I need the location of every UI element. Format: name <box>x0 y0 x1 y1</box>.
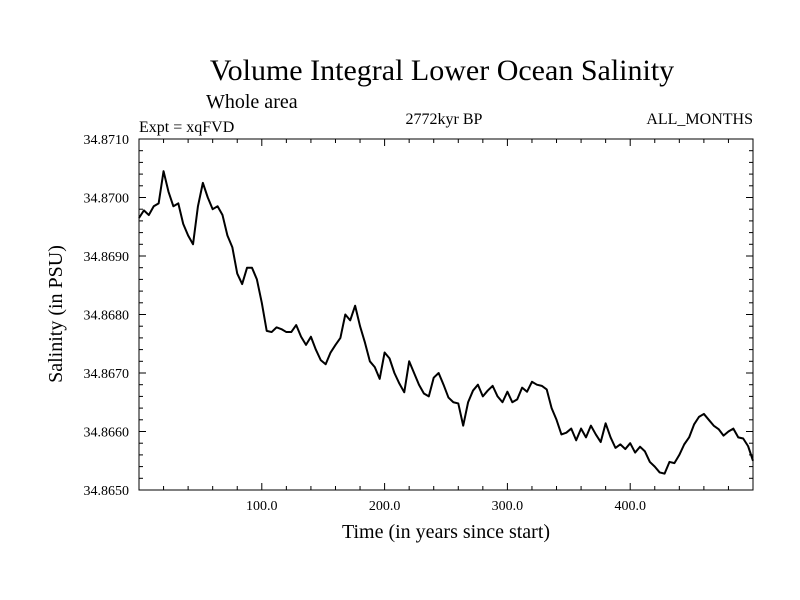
y-tick-label: 34.8650 <box>84 484 130 499</box>
y-tick-label: 34.8660 <box>84 426 130 441</box>
x-tick-label: 200.0 <box>369 499 401 514</box>
x-tick-label: 400.0 <box>614 499 646 514</box>
y-axis-label: Salinity (in PSU) <box>45 245 67 383</box>
chart-subtitle: Whole area <box>206 91 298 113</box>
chart-title: Volume Integral Lower Ocean Salinity <box>210 54 674 87</box>
salinity-series-line <box>138 170 754 475</box>
experiment-label: Expt = xqFVD <box>139 119 234 136</box>
y-tick-label: 34.8670 <box>84 367 130 382</box>
x-axis-label: Time (in years since start) <box>342 521 550 543</box>
plot-frame <box>138 138 754 491</box>
y-tick-label: 34.8700 <box>84 192 130 207</box>
x-tick-label: 100.0 <box>246 499 278 514</box>
y-tick-label: 34.8690 <box>84 250 130 265</box>
period-label: 2772kyr BP <box>406 111 483 128</box>
y-tick-label: 34.8710 <box>84 133 130 148</box>
y-tick-label: 34.8680 <box>84 309 130 324</box>
y-axis: 34.8650 34.8660 34.8670 34.8680 34.8690 34.87… <box>84 133 753 499</box>
months-label: ALL_MONTHS <box>646 111 753 128</box>
x-axis: 100.0 200.0 300.0 400.0 <box>163 139 729 514</box>
x-tick-label: 300.0 <box>492 499 524 514</box>
